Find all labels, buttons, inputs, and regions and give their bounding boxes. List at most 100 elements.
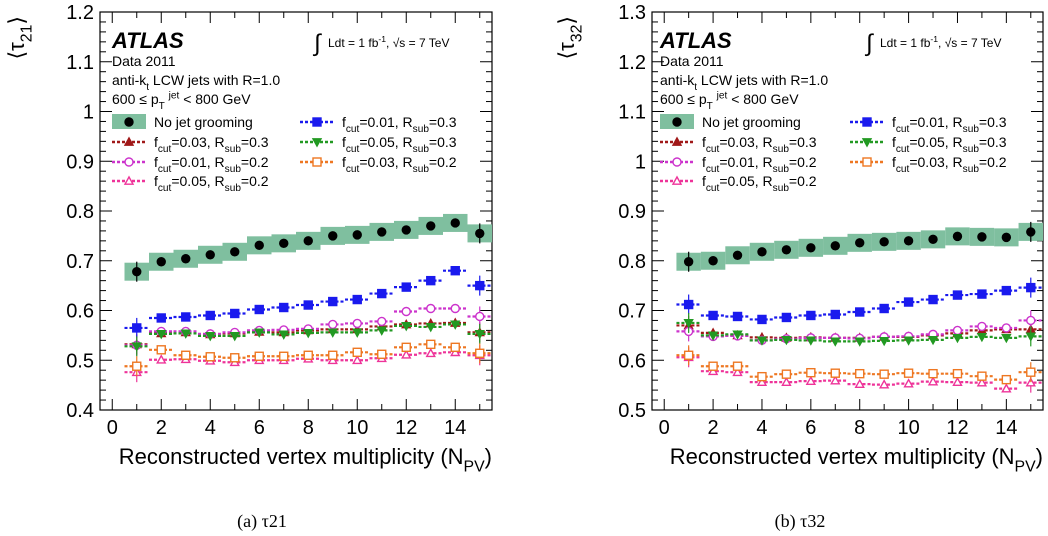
data-point bbox=[732, 361, 743, 371]
data-point bbox=[156, 313, 166, 323]
legend-marker bbox=[671, 175, 683, 185]
panel-tau21: 0 2 4 6 8 10 12 14 0.4 0.5 0.6 0.7 0.8 0.9 1 1.1 1.2 Reco… bbox=[4, 2, 493, 476]
series-0 bbox=[124, 213, 492, 282]
data-point bbox=[879, 369, 889, 379]
legend-label: fcut=0.05, Rsub=0.3 bbox=[892, 134, 1007, 155]
data-point bbox=[805, 375, 817, 386]
x-tick-label: 14 bbox=[444, 417, 466, 439]
integral-sign: ∫ bbox=[864, 30, 874, 57]
data-point bbox=[878, 336, 890, 347]
x-tick-label: 8 bbox=[854, 417, 865, 439]
data-point bbox=[757, 371, 767, 382]
caption-b: (b) τ32 bbox=[775, 511, 826, 532]
y-tick-label: 0.5 bbox=[66, 350, 94, 372]
jet-algorithm-label: anti-kt LCW jets with R=1.0 bbox=[660, 72, 828, 93]
legend-marker bbox=[862, 157, 872, 167]
y-tick-label: 1.1 bbox=[618, 102, 646, 124]
data-point bbox=[377, 316, 387, 327]
legend-label: fcut=0.01, Rsub=0.3 bbox=[342, 114, 457, 135]
data-point bbox=[732, 250, 743, 260]
data-point bbox=[903, 236, 914, 246]
data-point bbox=[879, 303, 889, 314]
data-point bbox=[683, 257, 694, 267]
x-tick-label: 4 bbox=[756, 417, 767, 439]
data-point bbox=[1026, 367, 1036, 377]
data-point bbox=[303, 236, 313, 246]
data-point bbox=[952, 376, 963, 387]
data-point bbox=[1026, 282, 1036, 293]
series-5 bbox=[676, 312, 1043, 347]
data-point bbox=[708, 256, 718, 266]
data-point bbox=[1001, 374, 1012, 385]
x-tick-label: 6 bbox=[805, 417, 816, 439]
legend-label: fcut=0.05, Rsub=0.2 bbox=[154, 173, 269, 194]
data-point bbox=[254, 304, 264, 315]
data-point bbox=[757, 314, 767, 325]
y-tick-label: 1 bbox=[635, 151, 646, 173]
data-point bbox=[328, 350, 338, 360]
legend-entry: fcut=0.01, Rsub=0.3 bbox=[850, 114, 1007, 135]
y-tick-label: 1.1 bbox=[66, 52, 94, 74]
data-point bbox=[855, 368, 865, 379]
legend-entry: fcut=0.05, Rsub=0.2 bbox=[660, 173, 817, 194]
legend-entry: fcut=0.05, Rsub=0.2 bbox=[112, 173, 269, 194]
legend-entry: fcut=0.05, Rsub=0.3 bbox=[850, 134, 1007, 155]
data-point bbox=[401, 322, 412, 332]
data-point bbox=[1001, 383, 1012, 393]
data-point bbox=[1025, 377, 1036, 387]
legend-marker bbox=[861, 138, 873, 148]
data-point bbox=[205, 310, 215, 321]
series-4 bbox=[124, 266, 492, 338]
legend-marker bbox=[311, 138, 323, 148]
legend-marker bbox=[123, 136, 135, 146]
data-point bbox=[352, 318, 362, 329]
legend-marker bbox=[672, 117, 682, 127]
data-point bbox=[377, 227, 387, 237]
legend-label: fcut=0.03, Rsub=0.3 bbox=[702, 134, 817, 155]
y-axis-label: ⟨τ21⟩ bbox=[4, 16, 36, 59]
legend-entry: fcut=0.03, Rsub=0.2 bbox=[300, 154, 457, 175]
data-point bbox=[830, 309, 840, 320]
data-point bbox=[279, 238, 289, 249]
data-point bbox=[278, 330, 289, 340]
legend-entry: fcut=0.03, Rsub=0.2 bbox=[850, 154, 1007, 175]
legend-marker bbox=[862, 117, 872, 127]
data-point bbox=[977, 289, 987, 299]
series-4 bbox=[676, 277, 1043, 325]
data-point bbox=[855, 238, 865, 248]
data-point bbox=[903, 368, 914, 378]
y-tick-label: 0.9 bbox=[66, 151, 94, 173]
legend-marker bbox=[671, 136, 683, 146]
data-point bbox=[708, 310, 718, 321]
data-point bbox=[205, 352, 215, 362]
x-tick-label: 10 bbox=[897, 417, 919, 439]
caption-a: (a) τ21 bbox=[237, 511, 287, 532]
data-point bbox=[352, 347, 362, 357]
data-point bbox=[450, 320, 461, 330]
luminosity-label: Ldt = 1 fb-1, √s = 7 TeV bbox=[880, 34, 1001, 50]
legend-label: No jet grooming bbox=[702, 114, 801, 130]
data-point bbox=[927, 335, 939, 346]
data-point bbox=[156, 257, 166, 267]
data-point bbox=[781, 312, 792, 323]
data-point bbox=[450, 342, 460, 353]
data-point bbox=[683, 319, 694, 329]
data-point bbox=[854, 337, 865, 347]
data-point bbox=[830, 375, 841, 385]
y-tick-label: 1.2 bbox=[66, 2, 94, 24]
legend-entry: No jet grooming bbox=[112, 114, 253, 130]
luminosity-label: Ldt = 1 fb-1, √s = 7 TeV bbox=[328, 34, 449, 50]
data-point bbox=[352, 354, 363, 365]
data-point bbox=[683, 299, 694, 310]
legend-entry: fcut=0.05, Rsub=0.3 bbox=[300, 134, 457, 155]
data-point bbox=[156, 329, 167, 340]
x-tick-label: 0 bbox=[107, 417, 118, 439]
legend-entry: fcut=0.01, Rsub=0.2 bbox=[660, 154, 817, 175]
jet-algorithm-label: anti-kt LCW jets with R=1.0 bbox=[112, 72, 280, 93]
legend-entry: fcut=0.01, Rsub=0.2 bbox=[112, 154, 269, 175]
legend-marker bbox=[123, 175, 135, 185]
data-point bbox=[1001, 333, 1012, 344]
legend-label: fcut=0.01, Rsub=0.2 bbox=[702, 154, 817, 175]
data-point bbox=[732, 330, 743, 340]
data-point bbox=[854, 378, 865, 389]
